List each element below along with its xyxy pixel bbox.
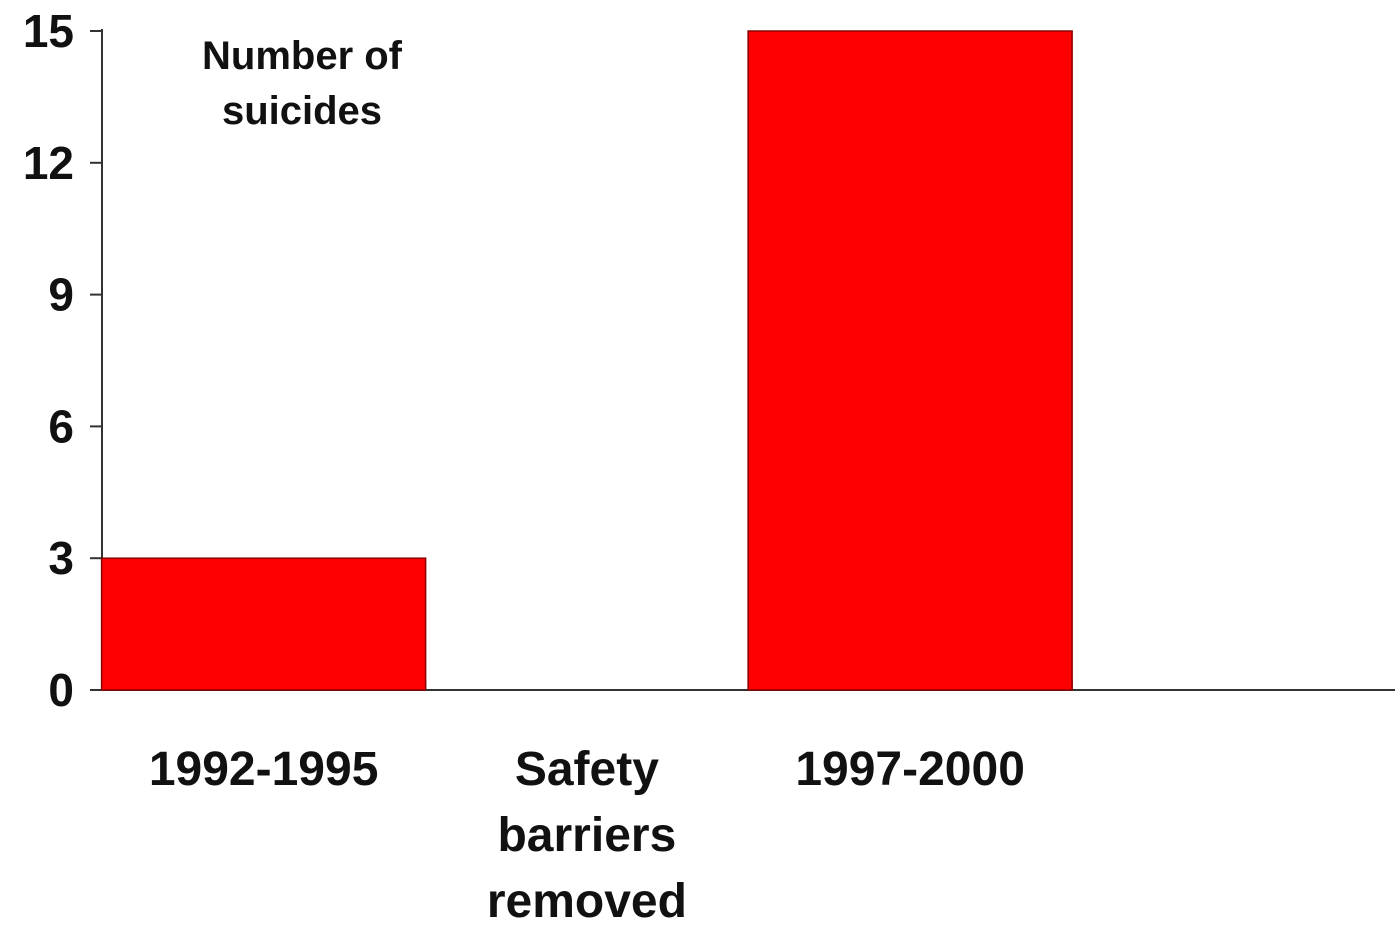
bar [100, 557, 427, 691]
category-label: removed [487, 875, 687, 926]
category-label: barriers [497, 809, 676, 862]
y-axis-title: Number of suicides [202, 34, 403, 133]
category-label: 1992-1995 [149, 743, 379, 796]
y-axis-title-line: Number of [202, 34, 403, 78]
y-tick-label: 0 [48, 664, 74, 716]
category-label: 1997-2000 [795, 743, 1025, 796]
y-tick-label: 6 [48, 400, 74, 452]
category-labels: 1992-1995 Safety barriers removed 1997-2000 [149, 743, 1025, 926]
y-axis: 0 3 6 9 12 15 [23, 5, 103, 716]
y-axis-title-line: suicides [222, 89, 382, 133]
category-label: Safety [515, 743, 659, 796]
bar [747, 30, 1073, 691]
bars [100, 30, 1073, 691]
y-tick-label: 9 [48, 269, 74, 321]
y-tick-label: 12 [23, 137, 74, 189]
y-tick-label: 3 [48, 532, 74, 584]
y-tick-label: 15 [23, 5, 74, 57]
